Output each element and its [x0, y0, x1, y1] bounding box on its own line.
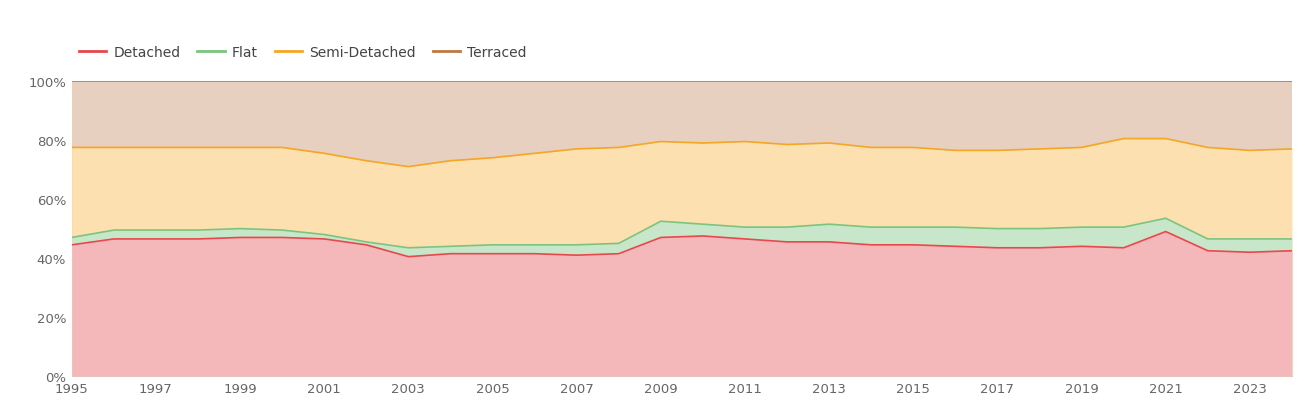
Legend: Detached, Flat, Semi-Detached, Terraced: Detached, Flat, Semi-Detached, Terraced: [78, 46, 527, 60]
